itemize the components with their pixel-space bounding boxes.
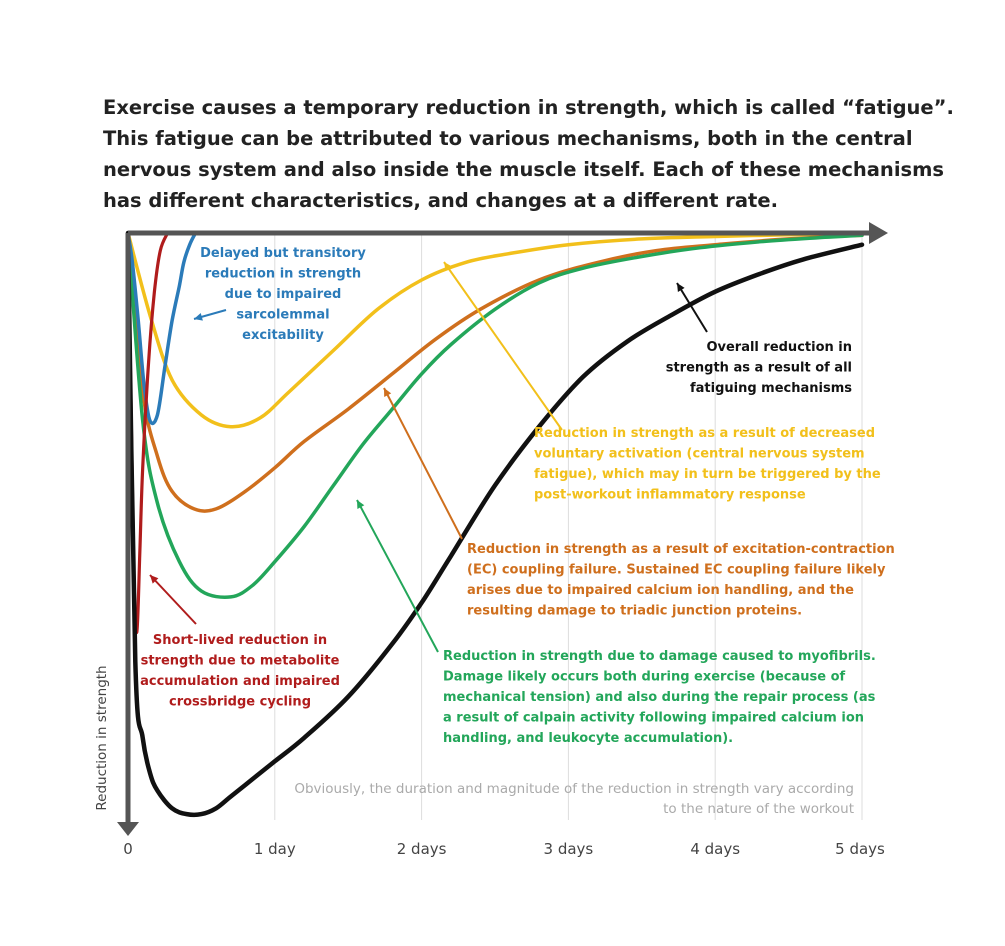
x-tick-label: 4 days: [690, 840, 740, 858]
annotation-text-ec-coupling: arises due to impaired calcium ion handl…: [467, 583, 854, 598]
annotation-arrowhead-ec-coupling: [384, 388, 392, 397]
annotation-arrow-metabolite: [149, 574, 197, 625]
annotation-arrowhead-metabolite: [150, 575, 159, 584]
y-axis-label: Reduction in strength: [94, 665, 110, 810]
annotation-text-sarcolemmal: sarcolemmal: [236, 308, 329, 323]
annotation-text-sarcolemmal: reduction in strength: [205, 267, 361, 282]
series-line-central: [126, 231, 864, 429]
annotation-arrowhead-overall: [677, 283, 685, 292]
footnote-text: to the nature of the workout: [663, 801, 854, 817]
annotation-arrow-myofibril: [356, 499, 439, 653]
annotation-text-metabolite: Short-lived reduction in: [153, 633, 327, 648]
annotation-text-myofibril: a result of calpain activity following i…: [443, 711, 864, 726]
x-tick-label: 0: [123, 840, 133, 858]
annotation-text-overall: strength as a result of all: [666, 361, 852, 376]
footnote-text: Obviously, the duration and magnitude of…: [294, 781, 854, 797]
annotation-text-overall: Overall reduction in: [706, 340, 852, 355]
y-axis-arrowhead: [117, 822, 139, 836]
annotation-text-ec-coupling: Reduction in strength as a result of exc…: [467, 542, 895, 557]
annotation-text-central: fatigue), which may in turn be triggered…: [534, 467, 881, 482]
annotation-text-ec-coupling: (EC) coupling failure. Sustained EC coup…: [467, 563, 886, 578]
annotation-text-metabolite: strength due to metabolite: [141, 654, 340, 669]
annotation-arrow-ec-coupling: [383, 387, 463, 540]
annotation-text-metabolite: accumulation and impaired: [140, 674, 340, 689]
annotation-text-myofibril: Reduction in strength due to damage caus…: [443, 649, 876, 664]
annotation-text-sarcolemmal: Delayed but transitory: [200, 246, 366, 261]
x-tick-label: 1 day: [254, 840, 296, 858]
annotation-text-sarcolemmal: excitability: [242, 328, 324, 343]
annotation-text-myofibril: handling, and leukocyte accumulation).: [443, 731, 733, 746]
annotation-arrowhead-myofibril: [357, 500, 365, 509]
annotation-arrowhead-central: [444, 262, 452, 271]
x-tick-label: 3 days: [544, 840, 594, 858]
annotation-text-myofibril: Damage likely occurs both during exercis…: [443, 670, 846, 685]
x-tick-label: 2 days: [397, 840, 447, 858]
series-line-sarcolemmal: [126, 231, 198, 426]
chart-heading: Exercise causes a temporary reduction in…: [103, 92, 954, 216]
annotation-text-overall: fatiguing mechanisms: [690, 381, 852, 396]
annotation-arrowhead-sarcolemmal: [194, 313, 203, 321]
heading-line: Exercise causes a temporary reduction in…: [103, 96, 954, 119]
annotation-text-myofibril: mechanical tension) and also during the …: [443, 690, 876, 705]
heading-line: has different characteristics, and chang…: [103, 189, 778, 212]
series-line-ec-coupling: [126, 231, 864, 513]
annotation-text-ec-coupling: resulting damage to triadic junction pro…: [467, 604, 802, 619]
x-tick-label: 5 days: [835, 840, 885, 858]
annotation-text-metabolite: crossbridge cycling: [169, 695, 311, 710]
annotation-text-sarcolemmal: due to impaired: [225, 287, 342, 302]
annotation-arrow-central: [443, 261, 563, 431]
x-axis-arrowhead: [869, 222, 888, 244]
series-line-overall: [125, 230, 865, 818]
heading-line: This fatigue can be attributed to variou…: [103, 127, 913, 150]
annotation-text-central: Reduction in strength as a result of dec…: [534, 426, 875, 441]
annotation-text-central: voluntary activation (central nervous sy…: [534, 447, 865, 462]
annotation-arrow-overall: [676, 282, 708, 333]
annotation-text-central: post-workout inflammatory response: [534, 488, 806, 503]
series-line-myofibril: [126, 231, 864, 599]
heading-line: nervous system and also inside the muscl…: [103, 158, 945, 181]
